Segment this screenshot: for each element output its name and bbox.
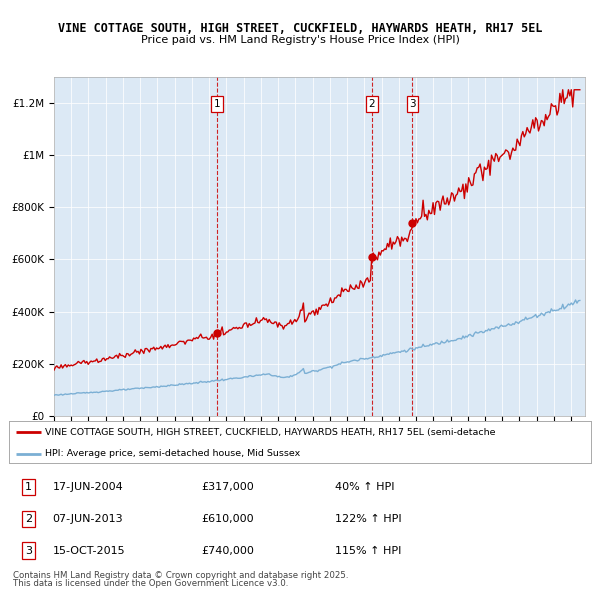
Text: £610,000: £610,000: [201, 514, 254, 524]
Text: 1: 1: [214, 99, 220, 109]
Text: 3: 3: [25, 546, 32, 556]
Text: 15-OCT-2015: 15-OCT-2015: [53, 546, 125, 556]
Text: HPI: Average price, semi-detached house, Mid Sussex: HPI: Average price, semi-detached house,…: [45, 450, 301, 458]
Text: 40% ↑ HPI: 40% ↑ HPI: [335, 482, 394, 492]
Text: £317,000: £317,000: [201, 482, 254, 492]
Text: This data is licensed under the Open Government Licence v3.0.: This data is licensed under the Open Gov…: [13, 579, 289, 588]
Text: 3: 3: [409, 99, 416, 109]
Text: 1: 1: [25, 482, 32, 492]
Text: 2: 2: [25, 514, 32, 524]
Text: 122% ↑ HPI: 122% ↑ HPI: [335, 514, 401, 524]
Text: 17-JUN-2004: 17-JUN-2004: [53, 482, 124, 492]
Text: VINE COTTAGE SOUTH, HIGH STREET, CUCKFIELD, HAYWARDS HEATH, RH17 5EL (semi-detac: VINE COTTAGE SOUTH, HIGH STREET, CUCKFIE…: [45, 428, 496, 437]
Text: Contains HM Land Registry data © Crown copyright and database right 2025.: Contains HM Land Registry data © Crown c…: [13, 571, 349, 579]
Text: 115% ↑ HPI: 115% ↑ HPI: [335, 546, 401, 556]
Text: 2: 2: [368, 99, 375, 109]
Text: 07-JUN-2013: 07-JUN-2013: [53, 514, 123, 524]
Text: Price paid vs. HM Land Registry's House Price Index (HPI): Price paid vs. HM Land Registry's House …: [140, 35, 460, 45]
Text: £740,000: £740,000: [201, 546, 254, 556]
Text: VINE COTTAGE SOUTH, HIGH STREET, CUCKFIELD, HAYWARDS HEATH, RH17 5EL: VINE COTTAGE SOUTH, HIGH STREET, CUCKFIE…: [58, 22, 542, 35]
